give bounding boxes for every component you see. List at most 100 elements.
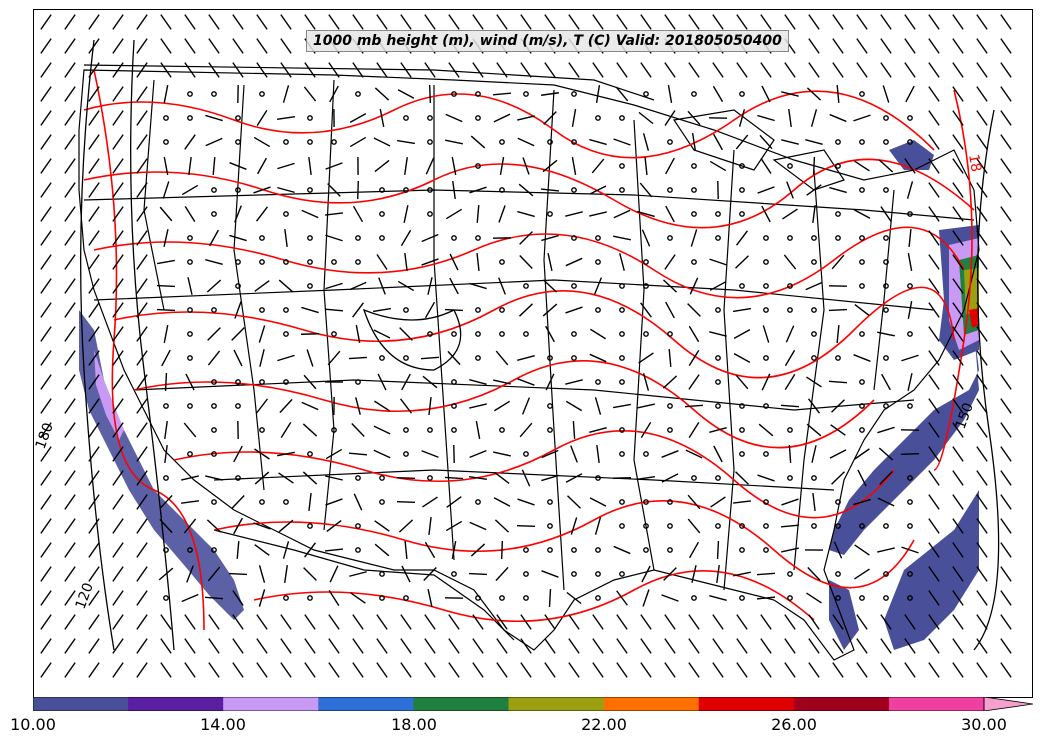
wind-barb — [613, 138, 631, 146]
wind-barb — [952, 182, 964, 198]
wind-barb — [304, 662, 316, 678]
wind-barb — [517, 137, 535, 147]
wind-barb — [570, 517, 578, 535]
wind-barb — [928, 182, 940, 198]
wind-barb — [492, 92, 512, 96]
wind-barb — [373, 329, 391, 339]
wind-barb — [568, 62, 580, 78]
wind-barb — [451, 541, 457, 559]
wind-barb — [710, 496, 726, 508]
calm-wind-marker — [667, 547, 673, 553]
wind-barb — [233, 349, 243, 367]
wind-barb — [832, 14, 844, 30]
wind-barb — [784, 662, 796, 678]
wind-barb — [879, 471, 893, 485]
wind-barb — [448, 662, 460, 678]
wind-barb — [112, 230, 124, 246]
calm-wind-marker — [547, 139, 553, 145]
calm-wind-marker — [667, 139, 673, 145]
temp-contour — [253, 570, 815, 622]
calm-wind-marker — [211, 187, 217, 193]
wind-barb — [976, 638, 988, 654]
wind-barb — [664, 254, 676, 270]
wind-barb — [444, 476, 464, 480]
wind-barb — [64, 158, 76, 174]
wind-barb — [256, 638, 268, 654]
wind-barb — [277, 354, 295, 362]
calm-wind-marker — [523, 595, 529, 601]
wind-barb — [64, 374, 76, 390]
wind-barb — [976, 350, 988, 366]
wind-barb — [136, 470, 148, 486]
calm-wind-marker — [787, 307, 793, 313]
wind-barb — [836, 324, 840, 344]
wind-barb — [688, 374, 700, 390]
colorbar-segment — [413, 697, 509, 711]
wind-barb — [88, 38, 100, 54]
wind-barb — [976, 254, 988, 270]
wind-barb — [518, 303, 534, 317]
wind-barb — [158, 567, 174, 581]
wind-barb — [205, 259, 223, 265]
wind-barb — [976, 470, 988, 486]
wind-barb — [254, 448, 270, 460]
wind-barb — [284, 228, 288, 248]
calm-wind-marker — [715, 211, 721, 217]
wind-barb — [1000, 446, 1012, 462]
calm-wind-marker — [907, 115, 913, 121]
wind-barb — [258, 589, 266, 607]
calm-wind-marker — [427, 211, 433, 217]
wind-barb — [236, 540, 240, 560]
wind-barb — [548, 588, 552, 608]
state-line-h4 — [213, 469, 835, 491]
calm-wind-marker — [571, 139, 577, 145]
wind-barb — [468, 475, 488, 481]
calm-wind-marker — [331, 331, 337, 337]
wind-barb — [232, 38, 244, 54]
calm-wind-marker — [883, 523, 889, 529]
wind-barb — [205, 114, 223, 122]
wind-barb — [136, 590, 148, 606]
wind-barb — [376, 62, 388, 78]
wind-barb — [928, 470, 940, 486]
calm-wind-marker — [379, 211, 385, 217]
wind-barb — [64, 350, 76, 366]
wind-barb — [541, 570, 559, 578]
calm-wind-marker — [499, 187, 505, 193]
wind-barb — [589, 138, 607, 146]
wind-barb — [976, 302, 988, 318]
wind-barb — [424, 638, 436, 654]
wind-barb — [136, 350, 148, 366]
wind-barb — [594, 517, 602, 535]
wind-barb — [928, 542, 940, 558]
calm-wind-marker — [259, 91, 265, 97]
wind-barb — [952, 662, 964, 678]
wind-barb — [304, 62, 316, 78]
calm-wind-marker — [403, 355, 409, 361]
wind-barb — [521, 469, 531, 487]
wind-barb — [181, 184, 199, 196]
calm-wind-marker — [283, 211, 289, 217]
wind-barb — [781, 91, 799, 97]
wind-barb — [880, 62, 892, 78]
calm-wind-marker — [403, 595, 409, 601]
wind-barb — [1000, 590, 1012, 606]
calm-wind-marker — [619, 187, 625, 193]
wind-barb — [40, 398, 52, 414]
wind-barb — [404, 540, 408, 560]
calm-wind-marker — [763, 499, 769, 505]
state-line-h2 — [93, 279, 935, 311]
wind-barb — [1000, 398, 1012, 414]
wind-barb — [278, 279, 294, 293]
wind-barb — [1000, 110, 1012, 126]
wind-barb — [663, 567, 677, 581]
calm-wind-marker — [811, 259, 817, 265]
temperature-contours — [83, 69, 975, 631]
wind-barb — [493, 497, 511, 507]
wind-barb — [88, 110, 100, 126]
wind-barb — [204, 596, 224, 600]
wind-barb — [828, 308, 848, 312]
wind-barb — [400, 662, 412, 678]
wind-barb — [544, 662, 556, 678]
wind-barb — [40, 638, 52, 654]
